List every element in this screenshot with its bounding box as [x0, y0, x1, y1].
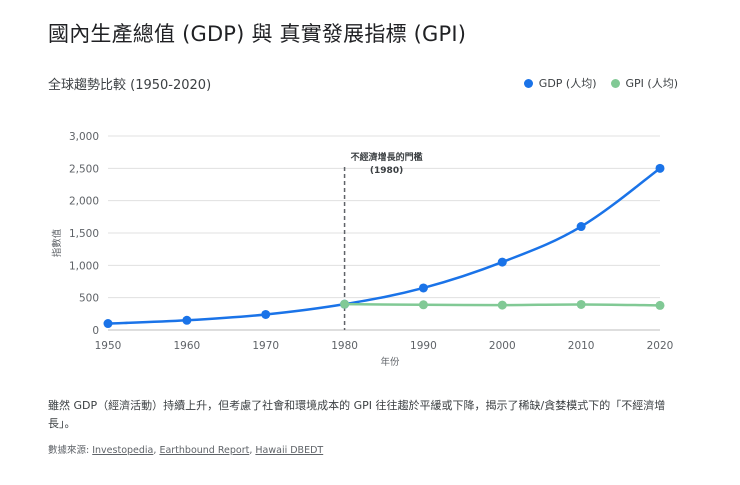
x-axis-title: 年份 [380, 356, 400, 368]
chart-legend: GDP (人均) GPI (人均) [523, 75, 678, 91]
x-tick-label: 1990 [410, 340, 437, 352]
legend-marker-gpi [610, 78, 620, 88]
page-title: 國內生產總值 (GDP) 與 真實發展指標 (GPI) [48, 22, 467, 46]
source-link-investopedia[interactable]: Investopedia [92, 445, 154, 456]
threshold-year-label: (1980) [370, 166, 403, 176]
series-line-gdp [107, 167, 661, 325]
x-tick-label: 2010 [568, 340, 595, 352]
y-tick-label: 1,000 [69, 260, 99, 272]
x-tick-label: 1960 [173, 340, 200, 352]
threshold-label: 不經濟增長的門檻 [351, 151, 423, 163]
chart-subtitle: 全球趨勢比較 (1950-2020) [48, 78, 212, 93]
x-tick-label: 2000 [489, 340, 516, 352]
data-point-gpi-2020 [655, 300, 665, 310]
sources-label: 數據來源: [48, 445, 90, 456]
x-tick-label: 2020 [647, 340, 674, 352]
source-link-hawaii-dbedt[interactable]: Hawaii DBEDT [255, 445, 324, 456]
y-tick-label: 500 [79, 293, 99, 305]
data-point-gpi-2010 [576, 299, 586, 309]
data-point-gpi-1980 [340, 299, 350, 309]
chart-caption: 雖然 GDP（經濟活動）持續上升，但考慮了社會和環境成本的 GPI 往往趨於平緩… [48, 399, 666, 430]
data-point-gdp-1990 [418, 283, 428, 293]
legend-item-gdp[interactable]: GDP (人均) [523, 75, 597, 91]
y-tick-label: 2,500 [69, 163, 99, 175]
data-point-gdp-1950 [103, 319, 113, 329]
legend-label-gpi: GPI (人均) [625, 77, 678, 90]
line-chart: 0 500 1,000 1,500 2,000 2,500 3,000 1950 1960 197… [51, 131, 674, 368]
x-tick-label: 1970 [252, 340, 279, 352]
data-point-gpi-2000 [497, 300, 507, 310]
x-tick-label: 1950 [95, 340, 122, 352]
y-tick-label: 0 [92, 325, 99, 337]
y-tick-label: 3,000 [69, 131, 99, 143]
sources-line: 數據來源: Investopedia, Earthbound Report, H… [48, 445, 324, 456]
data-point-gdp-2020 [655, 163, 665, 173]
data-point-gdp-2010 [576, 222, 586, 232]
y-tick-label: 2,000 [69, 196, 99, 208]
data-point-gdp-1970 [261, 309, 271, 319]
data-point-gdp-1960 [182, 315, 192, 325]
y-tick-label: 1,500 [69, 228, 99, 240]
source-link-earthbound-report[interactable]: Earthbound Report [159, 445, 250, 456]
legend-label-gdp: GDP (人均) [538, 77, 597, 90]
legend-item-gpi[interactable]: GPI (人均) [610, 75, 678, 91]
data-point-gdp-2000 [497, 257, 507, 267]
legend-marker-gdp [523, 78, 533, 88]
x-tick-label: 1980 [331, 340, 358, 352]
data-point-gpi-1990 [418, 300, 428, 310]
y-axis-title: 指數值 [51, 228, 63, 257]
